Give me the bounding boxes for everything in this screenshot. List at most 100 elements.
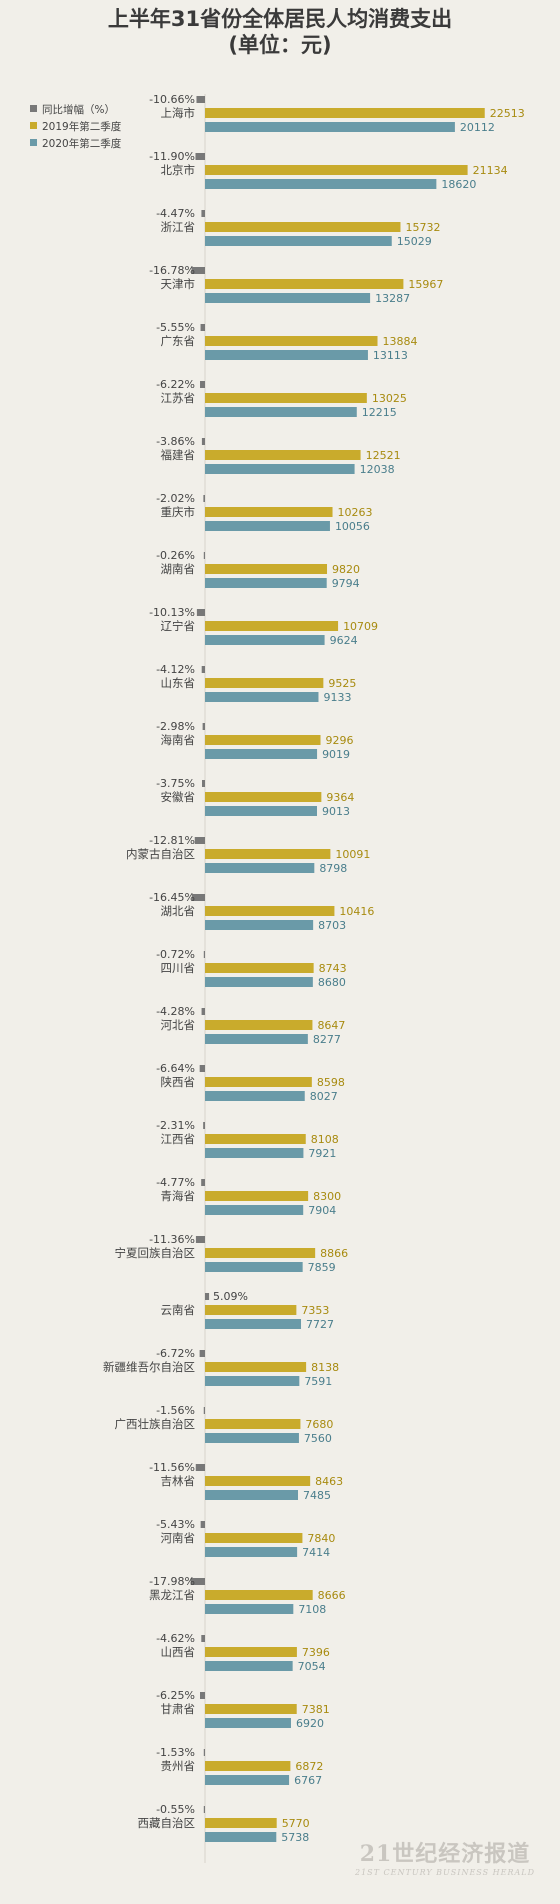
- category-label-25: 河南省: [161, 1531, 196, 1545]
- bar-2020-25: [205, 1547, 298, 1557]
- value-2020-28: 6920: [296, 1717, 324, 1730]
- value-2020-9: 9624: [330, 634, 358, 647]
- change-bar-13: [194, 837, 205, 844]
- change-bar-25: [200, 1521, 205, 1528]
- bar-2019-24: [205, 1476, 311, 1486]
- change-label-18: -2.31%: [156, 1119, 195, 1132]
- bar-2020-3: [205, 293, 371, 303]
- bar-2019-0: [205, 108, 485, 118]
- value-2019-21: 7353: [301, 1304, 329, 1317]
- change-bar-5: [200, 381, 205, 388]
- value-2020-26: 7108: [298, 1603, 326, 1616]
- bar-2019-25: [205, 1533, 303, 1543]
- bar-2019-17: [205, 1077, 312, 1087]
- change-bar-4: [200, 324, 205, 331]
- value-2019-3: 15967: [408, 278, 443, 291]
- change-label-27: -4.62%: [156, 1632, 195, 1645]
- category-label-4: 广东省: [161, 334, 196, 348]
- category-label-24: 吉林省: [161, 1474, 196, 1488]
- category-label-27: 山西省: [161, 1645, 196, 1659]
- change-bar-11: [202, 723, 205, 730]
- change-bar-14: [191, 894, 205, 901]
- value-2020-19: 7904: [308, 1204, 336, 1217]
- change-label-22: -6.72%: [156, 1347, 195, 1360]
- bar-2019-20: [205, 1248, 316, 1258]
- value-2019-28: 7381: [302, 1703, 330, 1716]
- category-label-0: 上海市: [161, 106, 196, 120]
- change-label-4: -5.55%: [156, 321, 195, 334]
- bar-2019-28: [205, 1704, 297, 1714]
- category-label-29: 贵州省: [161, 1759, 196, 1773]
- category-label-20: 宁夏回族自治区: [115, 1246, 196, 1260]
- value-2020-6: 12038: [360, 463, 395, 476]
- bar-2020-19: [205, 1205, 304, 1215]
- value-2020-3: 13287: [375, 292, 410, 305]
- change-bar-0: [196, 96, 205, 103]
- legend-swatch-2: [30, 139, 37, 146]
- bar-2020-28: [205, 1718, 291, 1728]
- value-2019-0: 22513: [490, 107, 525, 120]
- change-label-12: -3.75%: [156, 777, 195, 790]
- category-label-19: 青海省: [161, 1189, 196, 1203]
- change-label-21: 5.09%: [213, 1290, 248, 1303]
- change-bar-28: [200, 1692, 205, 1699]
- value-2020-14: 8703: [318, 919, 346, 932]
- bar-2019-8: [205, 564, 328, 574]
- bar-2020-6: [205, 464, 355, 474]
- change-label-28: -6.25%: [156, 1689, 195, 1702]
- change-label-0: -10.66%: [149, 93, 195, 106]
- change-label-29: -1.53%: [156, 1746, 195, 1759]
- value-2019-25: 7840: [307, 1532, 335, 1545]
- bar-2020-23: [205, 1433, 299, 1443]
- category-label-23: 广西壮族自治区: [115, 1417, 196, 1431]
- watermark-logo: 21世纪经济报道 21ST CENTURY BUSINESS HERALD: [340, 1836, 550, 1877]
- value-2020-4: 13113: [373, 349, 408, 362]
- category-label-21: 云南省: [161, 1303, 196, 1317]
- change-label-5: -6.22%: [156, 378, 195, 391]
- change-label-7: -2.02%: [156, 492, 195, 505]
- legend-label-1: 2019年第二季度: [42, 120, 122, 133]
- change-bar-30: [203, 1806, 205, 1813]
- bar-2019-15: [205, 963, 314, 973]
- value-2019-29: 6872: [295, 1760, 323, 1773]
- category-label-18: 江西省: [161, 1132, 196, 1146]
- change-bar-9: [196, 609, 205, 616]
- change-bar-21: [205, 1293, 210, 1300]
- value-2019-17: 8598: [317, 1076, 345, 1089]
- bar-2020-30: [205, 1832, 277, 1842]
- category-label-12: 安徽省: [161, 790, 196, 804]
- bar-2019-4: [205, 336, 378, 346]
- bar-2020-14: [205, 920, 314, 930]
- bar-2019-21: [205, 1305, 297, 1315]
- change-label-23: -1.56%: [156, 1404, 195, 1417]
- bar-2020-5: [205, 407, 357, 417]
- change-bar-23: [203, 1407, 205, 1414]
- value-2019-12: 9364: [326, 791, 354, 804]
- value-2020-22: 7591: [304, 1375, 332, 1388]
- bar-2020-11: [205, 749, 318, 759]
- value-2020-7: 10056: [335, 520, 370, 533]
- category-label-17: 陕西省: [161, 1075, 196, 1089]
- change-label-1: -11.90%: [149, 150, 195, 163]
- chart-title: 上半年31省份全体居民人均消费支出 (单位：元): [0, 6, 560, 58]
- change-bar-27: [201, 1635, 205, 1642]
- bar-2019-1: [205, 165, 468, 175]
- change-label-11: -2.98%: [156, 720, 195, 733]
- change-label-25: -5.43%: [156, 1518, 195, 1531]
- value-2019-6: 12521: [366, 449, 401, 462]
- bar-2019-29: [205, 1761, 291, 1771]
- change-label-15: -0.72%: [156, 948, 195, 961]
- bar-2020-8: [205, 578, 327, 588]
- bar-2019-6: [205, 450, 361, 460]
- value-2020-13: 8798: [319, 862, 347, 875]
- bar-2019-10: [205, 678, 324, 688]
- value-2019-2: 15732: [405, 221, 440, 234]
- value-2019-19: 8300: [313, 1190, 341, 1203]
- value-2019-27: 7396: [302, 1646, 330, 1659]
- value-2020-2: 15029: [397, 235, 432, 248]
- change-bar-17: [199, 1065, 205, 1072]
- category-label-11: 海南省: [161, 733, 196, 747]
- category-label-7: 重庆市: [161, 505, 196, 519]
- value-2019-14: 10416: [339, 905, 374, 918]
